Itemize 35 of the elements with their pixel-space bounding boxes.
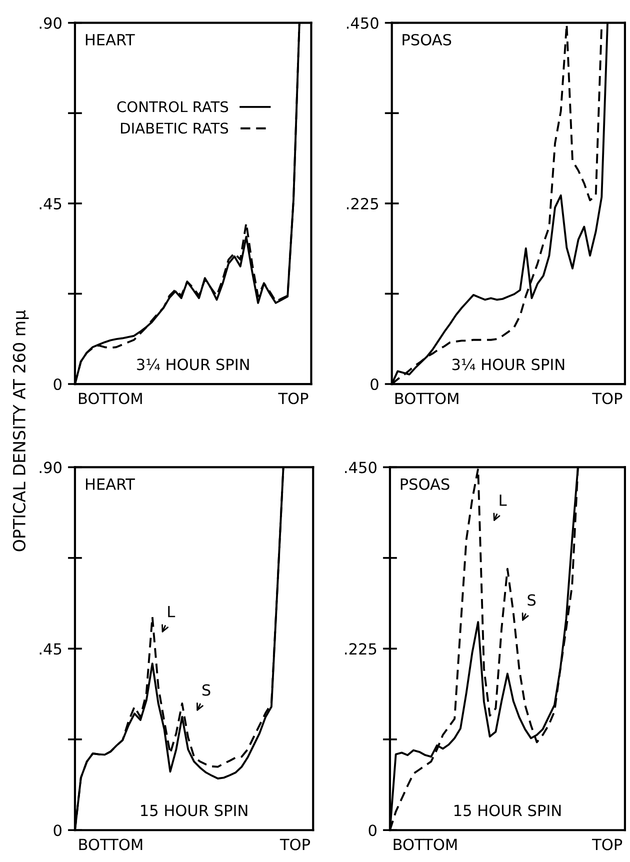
x-tick-label: BOTTOM [394,838,457,850]
y-tick-label: .225 [345,643,376,655]
y-tick-label: .45 [40,198,62,210]
annotation: L [168,606,176,618]
y-tick-label: 0 [54,824,62,836]
annotation: 3¼ HOUR SPIN [452,358,564,370]
y-tick-label: .450 [346,17,378,29]
legend-label: DIABETIC RATS [121,122,228,134]
x-tick-label: BOTTOM [395,392,458,404]
y-tick-label: 0 [370,378,378,390]
annotation: 3¼ HOUR SPIN [137,358,249,370]
annotation: HEART [86,478,135,490]
x-tick-label: TOP [592,392,622,404]
x-tick-label: TOP [278,392,308,404]
annotation: PSOAS [400,478,450,490]
annotation: PSOAS [402,34,452,46]
y-tick-label: .45 [40,643,62,655]
annotation: S [528,594,536,606]
x-tick-label: TOP [592,838,622,850]
legend-label: CONTROL RATS [117,101,228,112]
annotation: L [500,494,507,506]
y-tick-label: .90 [40,17,62,29]
annotation: 15 HOUR SPIN [141,804,248,816]
y-tick-label: .225 [346,198,378,210]
annotation: 15 HOUR SPIN [454,804,561,816]
y-tick-label: 0 [54,378,62,390]
y-axis-title: OPTICAL DENSITY AT 260 mμ [12,310,29,552]
y-tick-label: .90 [40,462,62,474]
annotation: HEART [86,34,135,46]
y-tick-label: .450 [345,462,376,474]
x-tick-label: BOTTOM [79,838,142,850]
annotation: S [202,684,210,696]
y-tick-label: 0 [368,824,376,836]
x-tick-label: BOTTOM [78,392,142,404]
x-tick-label: TOP [280,838,310,850]
